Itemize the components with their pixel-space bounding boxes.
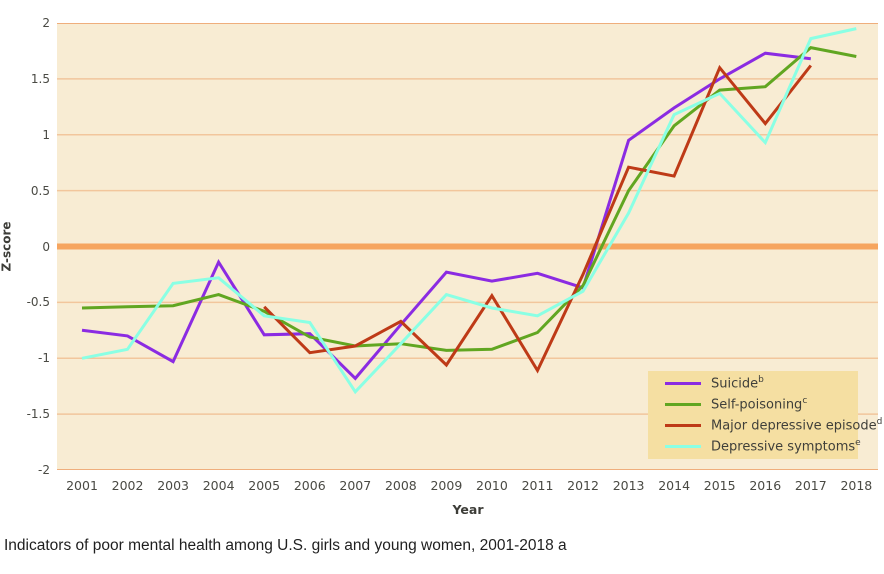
y-tick-label: 2	[42, 16, 50, 30]
legend-item: Major depressive episoded	[648, 416, 882, 436]
x-tick-label: 2016	[749, 478, 782, 493]
x-tick-label: 2009	[430, 478, 463, 493]
legend-item: Suicideb	[648, 374, 858, 394]
x-tick-label: 2007	[339, 478, 372, 493]
legend: Suicideb Self-poisoningc Major depressive …	[648, 371, 882, 459]
x-tick-label: 2014	[658, 478, 691, 493]
x-tick-label: 2005	[248, 478, 281, 493]
x-tick-label: 2011	[521, 478, 554, 493]
legend-label-superscript: d	[876, 417, 883, 428]
legend-line-swatch	[665, 445, 701, 448]
x-tick-label: 2003	[157, 478, 189, 493]
y-tick-label: -0.5	[26, 295, 50, 310]
y-tick-label: 0	[42, 239, 50, 254]
series-line-major-depressive-episode	[263, 64, 812, 374]
x-tick-label: 2018	[840, 478, 873, 493]
legend-item: Self-poisoningc	[648, 395, 858, 415]
x-tick-label: 2004	[202, 478, 235, 493]
y-tick-label: 0.5	[30, 183, 50, 198]
plot-area	[57, 23, 878, 470]
series-line-depressive-symptoms	[81, 27, 857, 395]
y-tick-label: 1	[42, 127, 50, 142]
x-tick-label: 2006	[293, 478, 326, 493]
legend-line-swatch	[665, 403, 701, 406]
x-tick-label: 2017	[794, 478, 827, 493]
y-tick-label: -2	[38, 463, 50, 477]
x-tick-label: 2008	[384, 478, 417, 493]
x-tick-label: 2013	[612, 478, 645, 493]
x-tick-label: 2001	[66, 478, 98, 493]
legend-line-swatch	[665, 382, 701, 385]
x-tick-label: 2015	[703, 478, 736, 493]
y-tick-label: -1.5	[26, 407, 50, 422]
x-axis-title: Year	[452, 502, 484, 517]
legend-label: Self-poisoningc	[711, 396, 808, 413]
x-tick-label: 2010	[476, 478, 508, 493]
legend-label: Suicideb	[711, 375, 764, 392]
legend-label-superscript: e	[855, 438, 861, 449]
figure-caption: Indicators of poor mental health among U…	[4, 537, 567, 554]
x-tick-label: 2012	[567, 478, 599, 493]
legend-label: Depressive symptomse	[711, 438, 861, 455]
legend-line-swatch	[665, 424, 701, 427]
legend-label-superscript: b	[758, 375, 764, 386]
x-tick-label: 2002	[111, 478, 144, 493]
y-tick-label: -1	[38, 351, 50, 366]
series-line-self-poisoning	[81, 45, 857, 352]
y-tick-label: 1.5	[30, 71, 50, 86]
legend-item: Depressive symptomse	[648, 437, 861, 457]
legend-label-superscript: c	[802, 396, 808, 407]
legend-label: Major depressive episoded	[711, 417, 883, 434]
series-line-suicide	[81, 51, 811, 381]
